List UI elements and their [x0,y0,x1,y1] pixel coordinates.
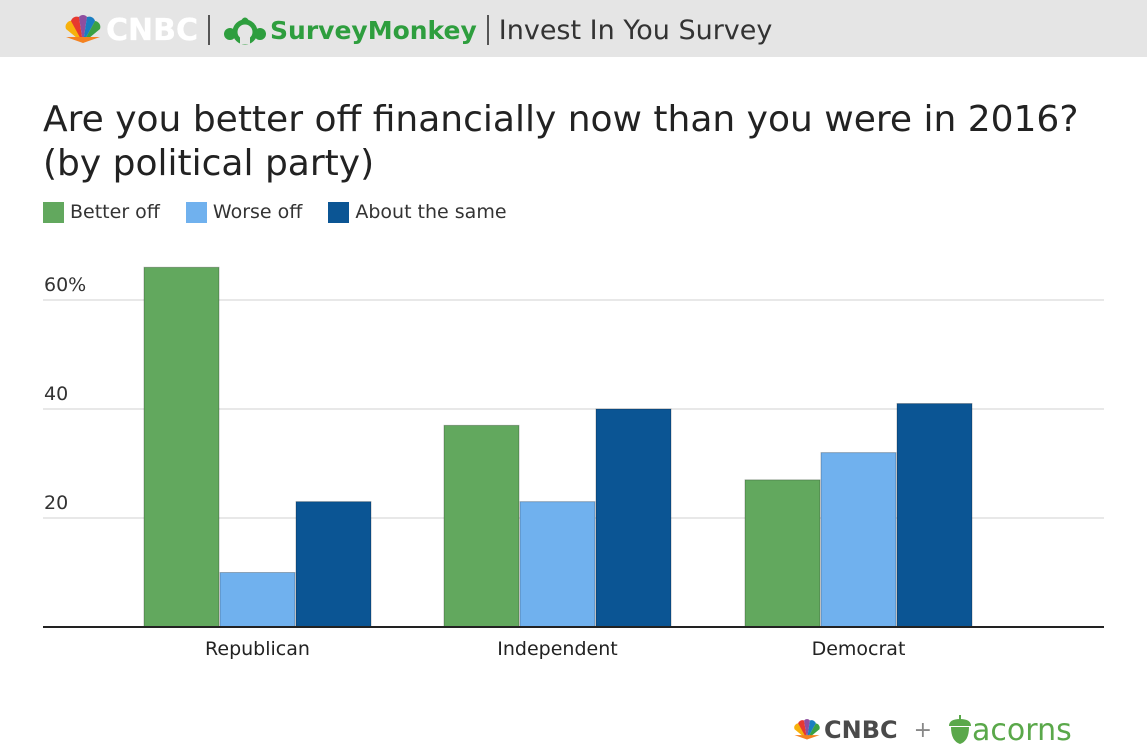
surveymonkey-icon [224,17,267,45]
nbc-peacock-icon-footer [794,719,820,740]
bar-republican-better-off [143,266,220,628]
legend-item-about-same: About the same [328,201,507,223]
survey-name: Invest In You Survey [498,14,773,46]
header-separator [208,15,211,45]
header-separator-2 [486,15,489,45]
legend-swatch-worse-off [185,201,207,223]
surveymonkey-logo-text: SurveyMonkey [270,15,477,45]
header-banner: CNBC SurveyMonkey Invest In You Survey [0,0,1147,57]
legend-item-better-off: Better off [43,201,160,223]
legend-swatch-better-off [43,201,64,223]
acorn-icon [949,715,972,744]
legend-label-worse-off: Worse off [212,201,303,223]
footer-plus: + [913,717,933,743]
bar-independent-better-off [443,424,520,628]
header-logos: CNBC SurveyMonkey Invest In You Survey [60,8,772,52]
y-tick-label-20: 20 [44,492,68,514]
footer-acorns-logo-text: acorns [972,712,1072,748]
y-tick-label-60: 60% [44,274,86,296]
bar-independent-about-same [595,408,672,628]
bar-democrat-worse-off [820,452,897,628]
chart-title-line1: Are you better off financially now than … [43,99,1079,140]
bar-democrat-better-off [744,479,821,628]
cnbc-logo-text: CNBC [106,12,199,48]
bar-republican-about-same [295,501,372,628]
chart-subtitle: (by political party) [43,143,375,184]
bar-republican-worse-off [219,572,296,628]
x-tick-label-independent: Independent [497,638,617,660]
y-tick-label-40: 40 [44,383,68,405]
bar-democrat-about-same [896,403,973,628]
bar-chart: 20 40 60% Republican Independent Democrat [43,266,1104,660]
legend-item-worse-off: Worse off [185,201,303,223]
legend-swatch-about-same [328,201,350,223]
footer-logos: CNBC + acorns [790,712,1072,748]
footer-cnbc-logo-text: CNBC [824,716,898,744]
chart-title: Are you better off financially now than … [43,98,1078,186]
x-tick-label-republican: Republican [205,638,310,660]
chart-legend: Better off Worse off About the same [43,201,533,223]
legend-label-about-same: About the same [355,201,507,223]
x-tick-label-democrat: Democrat [812,638,906,660]
nbc-peacock-icon [65,15,101,43]
bar-independent-worse-off [519,501,596,628]
legend-label-better-off: Better off [70,201,160,223]
